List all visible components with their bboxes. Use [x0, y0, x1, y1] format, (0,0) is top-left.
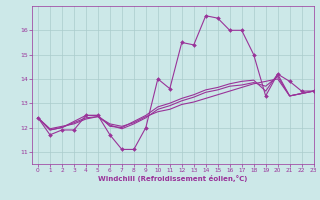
X-axis label: Windchill (Refroidissement éolien,°C): Windchill (Refroidissement éolien,°C)	[98, 175, 247, 182]
